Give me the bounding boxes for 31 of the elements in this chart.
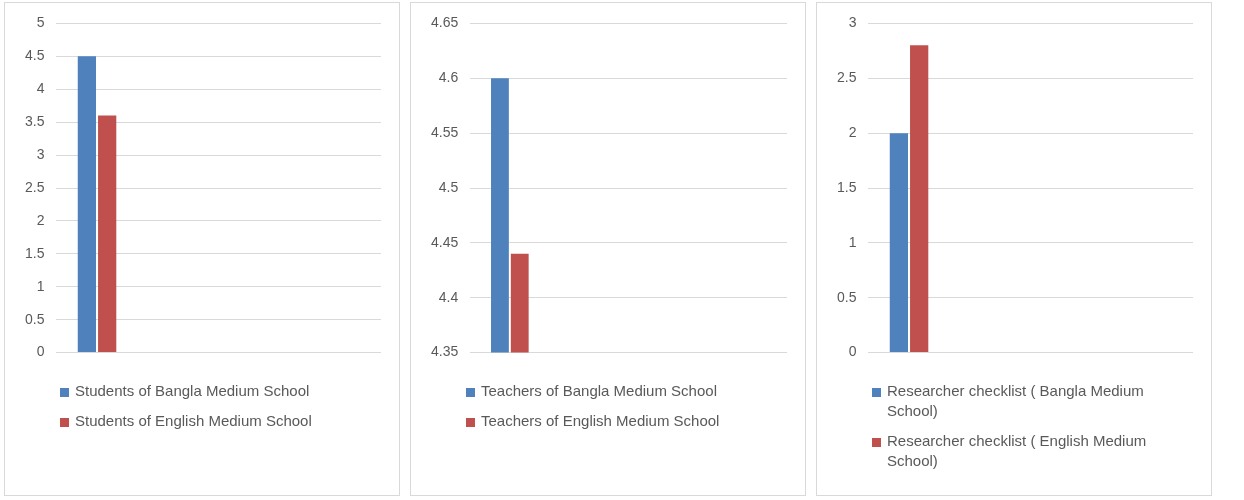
y-tick-label: 0 [36,343,45,360]
y-tick-label: 1.5 [24,244,45,261]
y-tick-label: 1 [36,277,45,294]
y-tick-label: 4.35 [431,343,459,360]
y-tick-label: 3 [36,145,45,162]
y-tick-label: 4.55 [431,123,459,140]
y-tick-label: 4.65 [431,14,459,31]
legend-label: Students of English Medium School [75,411,312,431]
y-tick-label: 0 [848,343,857,360]
y-tick-label: 1 [848,233,857,250]
y-tick-label: 2 [36,211,45,228]
y-tick-label: 4 [36,80,45,97]
y-tick-label: 4.6 [438,69,459,86]
y-tick-label: 4.45 [431,233,459,250]
y-tick-label: 4.4 [438,288,459,305]
y-tick-label: 4.5 [438,178,459,195]
y-tick-label: 0.5 [24,310,45,327]
y-tick-label: 4.5 [24,47,45,64]
legend-label: Students of Bangla Medium School [75,381,310,401]
y-tick-label: 2.5 [24,178,45,195]
legend-label: Researcher checklist ( English Medium School) [887,431,1148,471]
legend-label: Researcher checklist ( Bangla Medium School) [887,381,1145,421]
y-tick-label: 2 [848,123,857,140]
legend-label: Teachers of English Medium School [481,411,720,431]
y-tick-label: 3.5 [24,113,45,130]
y-tick-label: 0.5 [836,288,857,305]
y-tick-label: 1.5 [836,178,857,195]
y-tick-label: 2.5 [836,69,857,86]
y-tick-label: 3 [848,14,857,31]
y-tick-label: 5 [36,14,45,31]
legend-label: Teachers of Bangla Medium School [481,381,717,401]
